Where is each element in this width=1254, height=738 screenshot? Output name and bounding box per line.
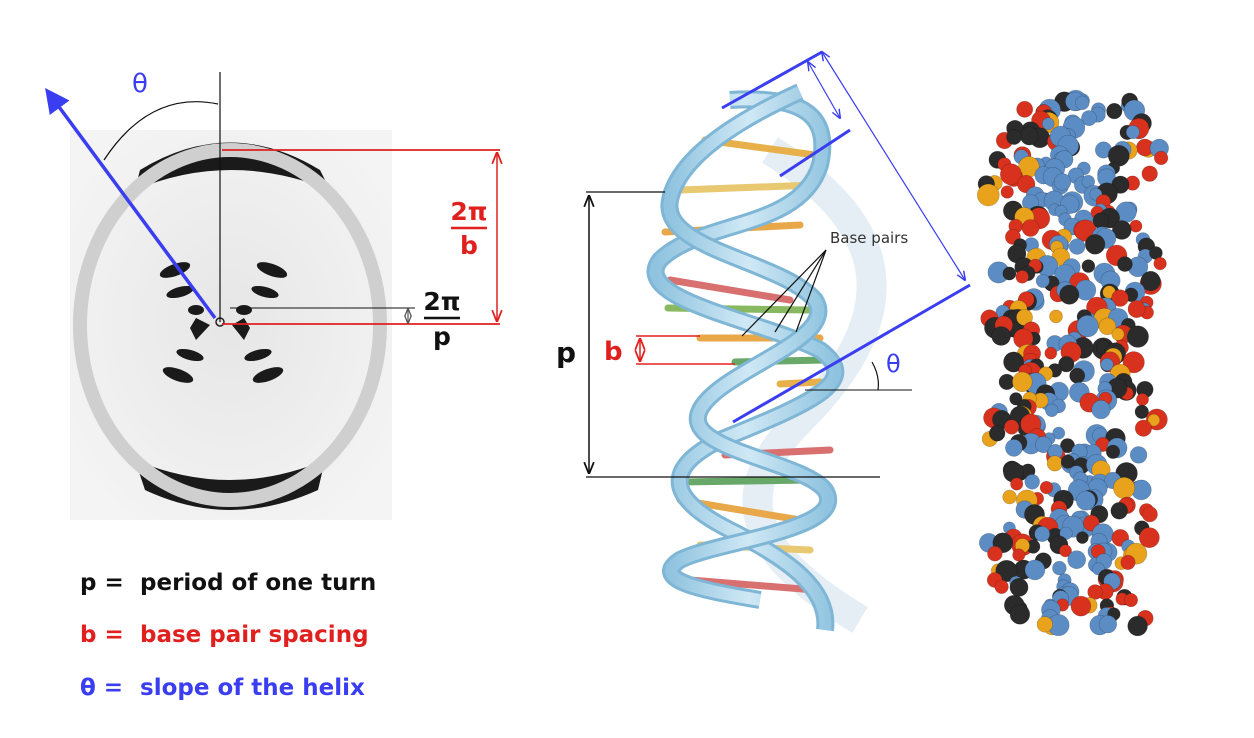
two-pi-b-denominator: b <box>460 231 478 260</box>
slope-arrow <box>45 88 217 320</box>
legend-period-text: period of one turn <box>140 570 377 596</box>
helix-slope-line-lower <box>732 283 971 424</box>
legend-slope-text: slope of the helix <box>140 675 365 701</box>
legend-spacing: b = base pair spacing <box>80 622 369 648</box>
spacing-label: b <box>604 337 623 367</box>
base-pairs-pointer-2 <box>774 249 827 333</box>
legend-spacing-text: base pair spacing <box>140 622 369 648</box>
two-pi-p-denominator: p <box>433 322 451 351</box>
pitch-arrow-large <box>822 52 965 280</box>
two-pi-p-numerator: 2π <box>423 287 460 316</box>
base-pairs-pointer-3 <box>795 249 827 333</box>
xray-theta-label: θ <box>132 69 148 99</box>
xray-diffraction-photo <box>70 130 392 520</box>
legend-period: p = period of one turn <box>80 570 376 596</box>
two-pi-over-b-label: 2π b <box>450 197 487 260</box>
base-pairs-label: Base pairs <box>830 229 908 247</box>
helix-theta-arc <box>871 361 879 391</box>
period-label: p <box>556 336 576 369</box>
legend-spacing-symbol: b = <box>80 622 124 648</box>
two-pi-over-p-label: 2π p <box>423 287 460 351</box>
space-filling-dna-model <box>976 89 1169 637</box>
theta-arc <box>103 101 219 161</box>
legend-slope-symbol: θ = <box>80 675 124 701</box>
helix-slope-line-upper <box>721 50 823 110</box>
base-pairs-pointer-1 <box>741 249 827 337</box>
two-pi-b-numerator: 2π <box>450 197 487 226</box>
helix-theta-label: θ <box>886 350 901 378</box>
legend-slope: θ = slope of the helix <box>80 675 365 701</box>
legend-period-symbol: p = <box>80 570 124 596</box>
